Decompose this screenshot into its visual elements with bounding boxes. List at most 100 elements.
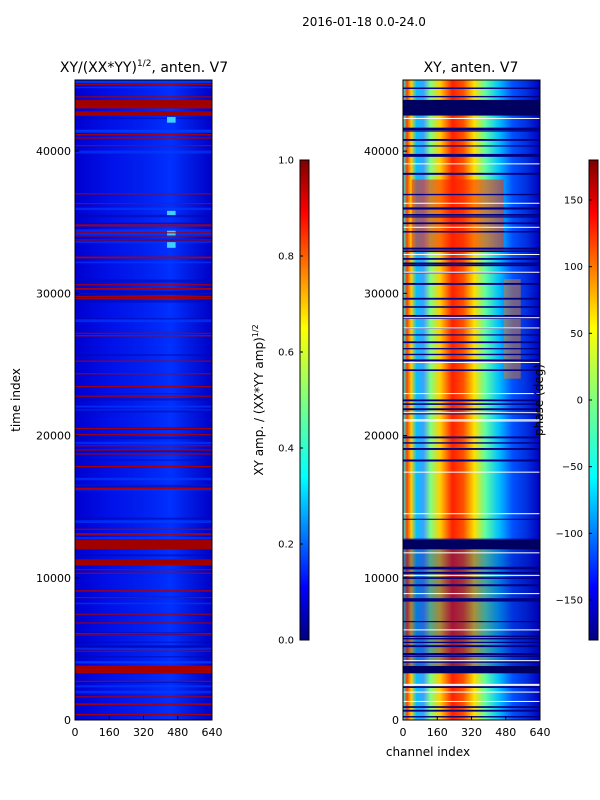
amplitude-flag-line: [75, 465, 212, 467]
x-tick-label: 640: [202, 726, 223, 739]
amplitude-streak: [75, 449, 212, 453]
amplitude-flag-line: [75, 488, 212, 490]
phase-dark-line: [403, 436, 540, 439]
x-tick-label: 320: [133, 726, 154, 739]
phase-colorbar-label: phase (deg): [532, 364, 546, 436]
phase-orange-region: [503, 279, 521, 379]
amplitude-flag-line: [75, 703, 212, 705]
amplitude-x-ticks: 0 160 320 480 640: [72, 716, 223, 739]
amplitude-streak: [75, 354, 212, 356]
phase-dark-line: [403, 153, 540, 156]
phase-dark-line: [403, 264, 540, 267]
colorbar-tick-label: 0.8: [278, 252, 294, 263]
phase-heatmap: [403, 80, 540, 720]
amplitude-bright-patch: [167, 116, 176, 123]
amplitude-streak: [75, 318, 212, 320]
colorbar-tick-label: 1.0: [278, 156, 294, 167]
phase-dark-line: [403, 577, 540, 579]
phase-dark-line: [403, 369, 540, 371]
phase-white-line: [403, 327, 540, 329]
colorbar-tick-label: 0.2: [278, 540, 294, 551]
phase-dark-line: [403, 128, 540, 131]
y-tick-label: 40000: [364, 145, 399, 158]
amplitude-flag-line: [75, 533, 212, 535]
y-tick-label: 0: [64, 714, 71, 727]
amplitude-flag-line: [75, 613, 212, 615]
amplitude-bright-patch: [167, 230, 176, 237]
amplitude-streak: [75, 436, 212, 440]
y-tick-label: 0: [392, 714, 399, 727]
amplitude-streak: [75, 150, 212, 154]
phase-dark-line: [403, 399, 540, 402]
phase-dark-line: [403, 87, 540, 89]
phase-dark-line: [403, 145, 540, 147]
colorbar-tick-label: 0.4: [278, 444, 294, 455]
phase-dark-line: [403, 282, 540, 285]
phase-dark-line: [403, 222, 540, 225]
amplitude-streak: [75, 641, 212, 643]
phase-dark-line: [403, 584, 540, 587]
phase-white-line: [403, 629, 540, 631]
phase-white-line: [403, 361, 540, 363]
y-tick-label: 10000: [364, 572, 399, 585]
phase-dark-line: [403, 306, 540, 308]
amplitude-streak: [75, 484, 212, 488]
phase-dark-line: [403, 216, 540, 218]
chart-suptitle: 2016-01-18 0.0-24.0: [302, 15, 426, 29]
phase-dark-line: [403, 635, 540, 638]
phase-dark-line: [403, 686, 540, 688]
phase-dark-line: [403, 297, 540, 300]
amplitude-flag-line: [75, 449, 212, 451]
amplitude-streak: [75, 477, 212, 481]
amplitude-flag-line: [75, 427, 212, 429]
amplitude-streak: [75, 554, 212, 557]
phase-white-line: [403, 271, 540, 273]
amplitude-streak: [75, 520, 212, 524]
amplitude-streak: [75, 405, 212, 408]
phase-dark-line: [403, 262, 540, 265]
phase-flagged-band: [403, 99, 540, 116]
phase-dark-line: [403, 641, 540, 644]
amplitude-panel-title: XY/(XX*YY)1/2, anten. V7: [60, 59, 228, 76]
amplitude-flag-line: [75, 453, 212, 455]
amplitude-streak: [75, 207, 212, 210]
amplitude-streak: [75, 129, 212, 133]
amplitude-bright-patch: [167, 242, 176, 248]
colorbar-tick-label: −150: [556, 596, 583, 607]
amplitude-flag-line: [75, 434, 212, 436]
phase-dark-line: [403, 408, 540, 411]
phase-dark-line: [403, 448, 540, 450]
phase-dark-region: [403, 537, 540, 666]
colorbar-tick-label: 0: [577, 396, 583, 407]
amplitude-flag-line: [75, 671, 212, 673]
amplitude-streak: [75, 300, 212, 303]
amplitude-streak: [75, 319, 212, 323]
phase-dark-line: [403, 571, 540, 574]
phase-dark-line: [403, 655, 540, 657]
phase-dark-line: [403, 172, 540, 175]
amplitude-bright-patch: [167, 210, 176, 216]
phase-white-line: [403, 412, 540, 414]
phase-white-line: [403, 684, 540, 686]
amplitude-flag-line: [75, 297, 212, 299]
phase-dark-line: [403, 566, 540, 569]
colorbar-tick-label: 150: [564, 196, 583, 207]
amplitude-streak: [75, 398, 212, 401]
phase-dark-line: [403, 193, 540, 196]
phase-x-ticks: 0 160 320 480 640: [400, 716, 551, 739]
amplitude-flag-line: [75, 668, 212, 670]
phase-dark-line: [403, 599, 540, 602]
phase-white-line: [403, 317, 540, 319]
amplitude-streak: [75, 487, 212, 491]
phase-dark-line: [403, 258, 540, 260]
amplitude-streak: [75, 656, 212, 658]
amplitude-flag-line: [75, 203, 212, 205]
amplitude-flag-line: [75, 335, 212, 337]
phase-white-line: [403, 552, 540, 554]
amplitude-flag-line: [75, 680, 212, 682]
phase-dark-line: [403, 314, 540, 317]
amplitude-flag-line: [75, 284, 212, 286]
amplitude-colorbar-label: XY amp. / (XX*YY amp)1/2: [251, 324, 266, 475]
colorbar-tick-label: 0.0: [278, 636, 294, 647]
